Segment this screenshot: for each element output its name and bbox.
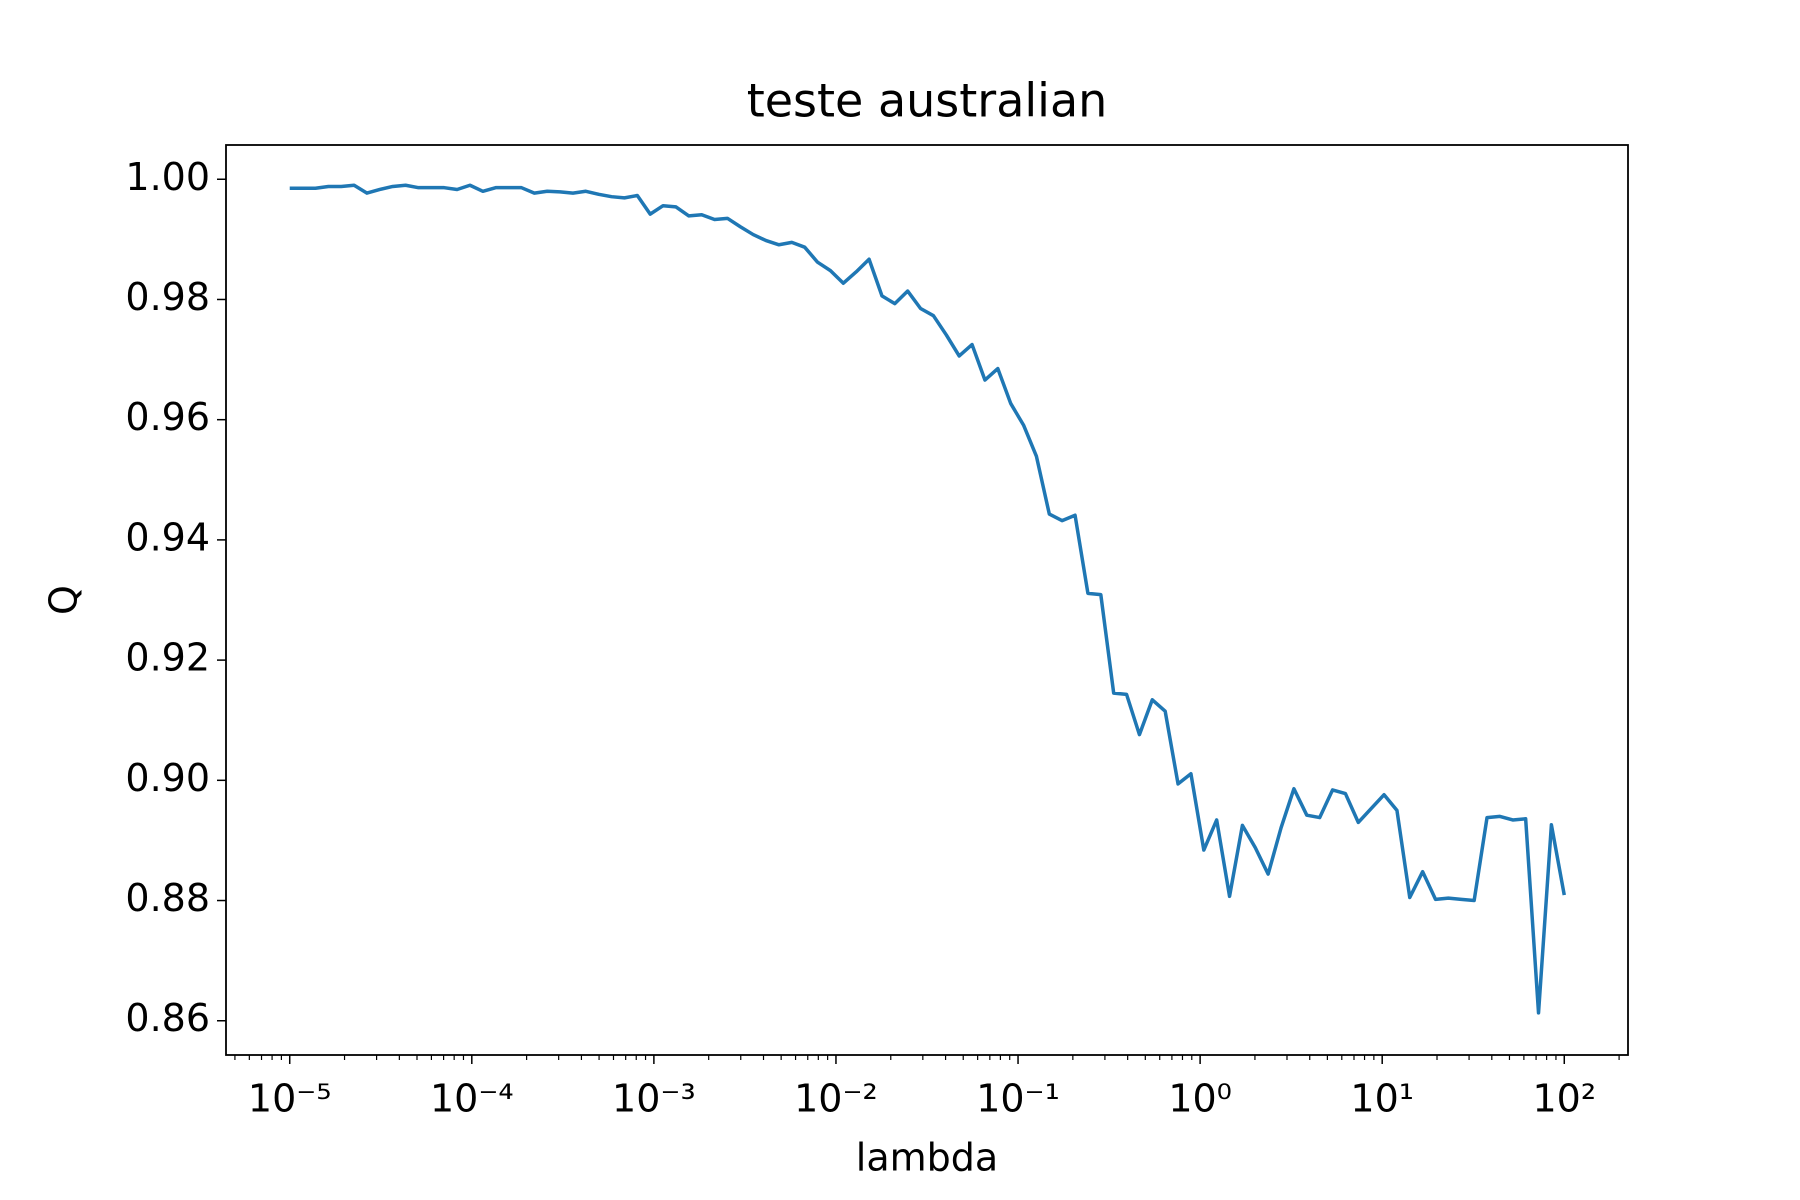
x-tick-label: 10⁻⁵	[248, 1077, 332, 1121]
x-tick-label: 10¹	[1350, 1077, 1414, 1121]
y-tick-label: 0.88	[125, 876, 210, 920]
y-tick-label: 1.00	[125, 155, 210, 199]
y-tick-label: 0.92	[125, 636, 210, 680]
x-axis-label: lambda	[856, 1136, 998, 1180]
x-tick-label: 10²	[1532, 1077, 1596, 1121]
x-tick-label: 10⁻³	[612, 1077, 696, 1121]
chart-title: teste australian	[747, 74, 1108, 128]
y-tick-label: 0.96	[125, 395, 210, 439]
x-tick-label: 10⁰	[1168, 1077, 1232, 1121]
y-tick-label: 0.90	[125, 756, 210, 800]
x-tick-label: 10⁻⁴	[430, 1077, 514, 1121]
x-tick-label: 10⁻²	[794, 1077, 878, 1121]
y-tick-label: 0.86	[125, 996, 210, 1040]
x-tick-label: 10⁻¹	[976, 1077, 1060, 1121]
plot-frame	[225, 144, 1629, 1056]
y-tick-label: 0.94	[125, 515, 210, 559]
y-axis-label: Q	[42, 585, 86, 615]
y-tick-label: 0.98	[125, 275, 210, 319]
data-line	[289, 183, 1566, 1015]
